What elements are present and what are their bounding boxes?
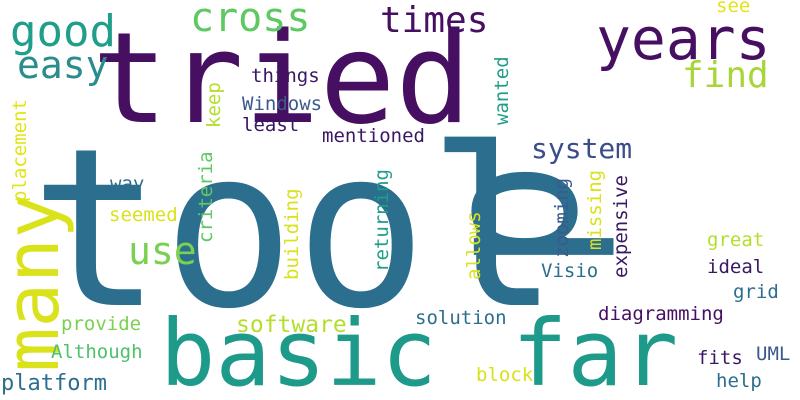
cloud-word-tool: tool	[30, 101, 560, 357]
cloud-word-placement: placement	[9, 99, 31, 202]
cloud-word-times: times	[380, 0, 488, 41]
cloud-word-many: many	[0, 194, 76, 372]
cloud-word-see: see	[716, 0, 750, 17]
cloud-word-seemed: seemed	[109, 204, 178, 226]
cloud-word-mentioned: mentioned	[322, 125, 425, 147]
cloud-word-fits: fits	[697, 347, 743, 369]
cloud-word-building: building	[281, 188, 303, 280]
cloud-word-easy: easy	[17, 43, 109, 87]
cloud-word-software: software	[236, 312, 347, 338]
cloud-word-way: way	[110, 173, 144, 195]
cloud-word-zooming: zooming	[551, 178, 573, 258]
cloud-word-great: great	[707, 229, 764, 251]
cloud-word-uml: UML	[756, 343, 790, 365]
cloud-word-tried: tried	[92, 5, 471, 152]
cloud-word-keep: keep	[203, 82, 225, 128]
cloud-word-cross: cross	[190, 0, 310, 41]
cloud-word-things: things	[251, 65, 320, 87]
cloud-word-least: least	[242, 114, 299, 136]
cloud-word-criteria: criteria	[195, 151, 217, 243]
cloud-word-solution: solution	[415, 307, 507, 329]
cloud-word-missing: missing	[584, 170, 606, 250]
cloud-word-basic: basic	[160, 300, 437, 400]
cloud-word-good: good	[10, 6, 116, 57]
cloud-word-years: years	[596, 5, 771, 73]
cloud-word-use: use	[128, 229, 197, 273]
cloud-word-find: find	[682, 55, 769, 96]
cloud-word-platform: platform	[1, 371, 107, 396]
cloud-word-far: far	[512, 300, 678, 400]
cloud-word-p: p	[403, 161, 619, 272]
cloud-word-block: block	[476, 364, 534, 386]
cloud-word-windows: Windows	[242, 93, 322, 115]
cloud-word-ideal: ideal	[707, 256, 764, 278]
cloud-word-provide: provide	[61, 313, 141, 335]
cloud-word-help: help	[716, 370, 762, 392]
cloud-word-system: system	[531, 132, 632, 165]
cloud-word-although: Although	[51, 341, 143, 363]
cloud-word-allows: allows	[463, 211, 485, 280]
cloud-word-diagramming: diagramming	[598, 303, 724, 325]
cloud-word-visio: Visio	[541, 260, 598, 282]
cloud-word-returning: returning	[371, 169, 393, 272]
cloud-word-grid: grid	[733, 281, 779, 303]
cloud-word-expensive: expensive	[610, 175, 632, 278]
cloud-word-wanted: wanted	[491, 56, 513, 125]
